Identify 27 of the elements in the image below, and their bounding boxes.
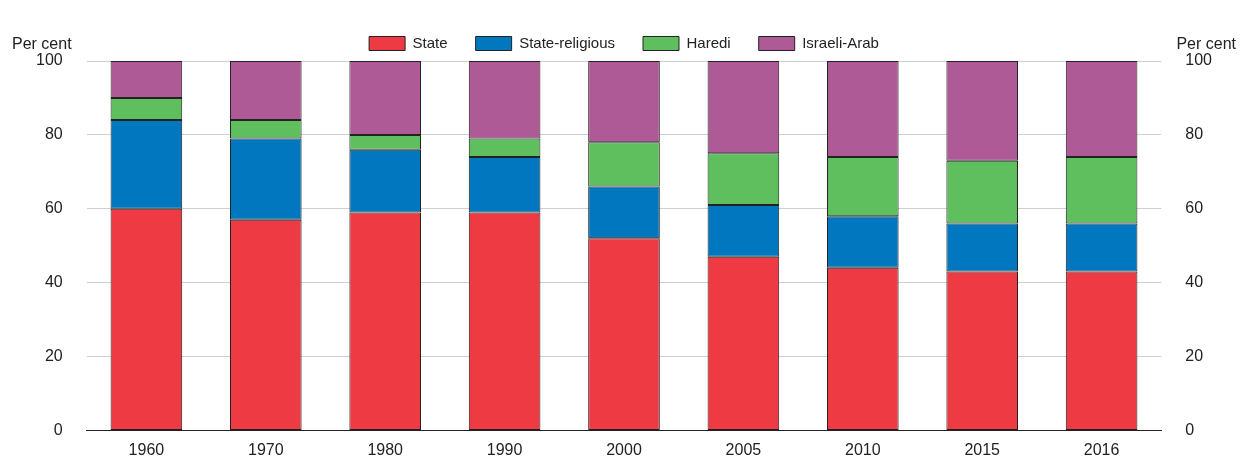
y2-tick-label: 40 [1185, 273, 1204, 291]
y-tick-label: 80 [44, 125, 63, 143]
x-tick-label: 1980 [367, 441, 404, 459]
y-tick-label: 60 [44, 199, 63, 217]
y2-tick-label: 0 [1185, 420, 1195, 438]
y-tick-label: 100 [35, 51, 63, 69]
x-tick-label: 1990 [486, 441, 523, 459]
y2-tick-label: 20 [1185, 346, 1204, 364]
legend-label: Israeli-Arab [802, 33, 879, 51]
y-tick-label: 20 [44, 346, 63, 364]
y-tick-label: 0 [53, 420, 63, 438]
x-tick-label: 1960 [128, 441, 165, 459]
x-tick-label: 2015 [964, 441, 1001, 459]
y2-axis-title: Per cent [1176, 35, 1237, 53]
legend-label: Haredi [686, 33, 731, 51]
y2-tick-label: 60 [1185, 199, 1204, 217]
x-tick-label: 2016 [1083, 441, 1120, 459]
legend-label: State [412, 33, 448, 51]
x-tick-label: 2010 [845, 441, 881, 459]
y-tick-label: 40 [44, 273, 63, 291]
y2-tick-label: 80 [1185, 125, 1204, 143]
x-tick-label: 2000 [606, 441, 642, 459]
y-axis-title: Per cent [12, 35, 73, 53]
x-tick-label: 1970 [248, 441, 284, 459]
y2-tick-label: 100 [1185, 51, 1213, 69]
x-tick-label: 2005 [725, 441, 762, 459]
legend-label: State-religious [519, 33, 616, 51]
